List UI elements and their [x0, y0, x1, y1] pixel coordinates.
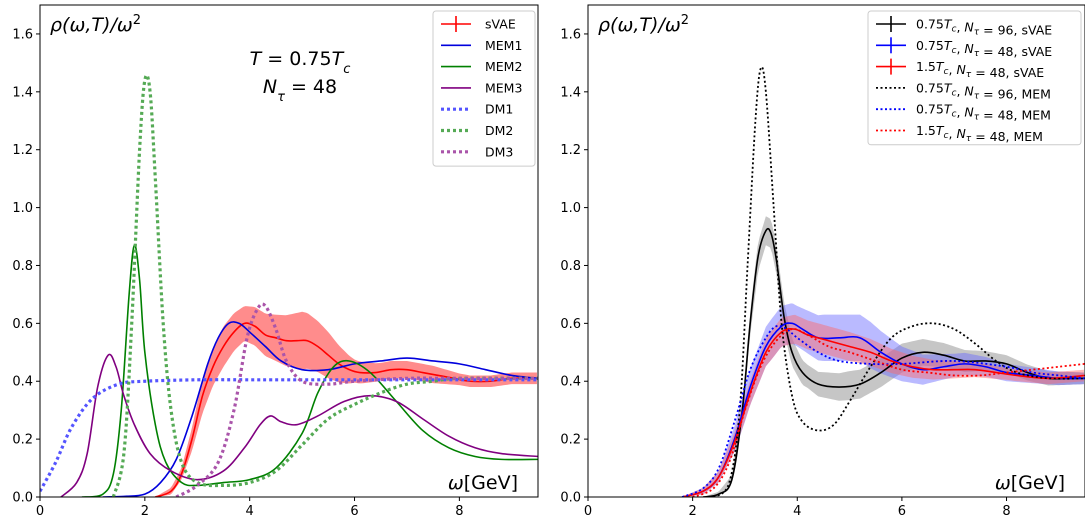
legend-label: 1.5Tc, Nτ = 48, MEM — [916, 123, 1043, 144]
y-tick-label: 0.4 — [560, 375, 581, 390]
series-line-4 — [681, 324, 1085, 497]
series-line-0 — [702, 227, 1085, 497]
plot-area — [681, 66, 1085, 497]
series-line-0 — [155, 322, 538, 497]
axes-frame — [587, 4, 1085, 498]
legend-label: DM1 — [485, 102, 513, 117]
legend-box — [432, 10, 536, 167]
legend-box — [867, 10, 1082, 146]
y-tick-label: 1.0 — [12, 201, 33, 216]
series-line-1 — [681, 322, 1085, 497]
legend-label: sVAE — [485, 17, 516, 32]
legend-label: 1.5Tc, Nτ = 48, sVAE — [916, 59, 1044, 80]
plot-area — [40, 73, 538, 497]
y-tick-label: 0.2 — [12, 433, 33, 448]
legend-label: 0.75Tc, Nτ = 48, sVAE — [916, 38, 1052, 59]
x-tick-label: 0 — [36, 504, 44, 519]
y-tick-label: 0.6 — [560, 317, 581, 332]
y-tick-label: 1.2 — [12, 143, 33, 158]
series-line-5 — [111, 73, 538, 497]
x-tick-label: 2 — [141, 504, 149, 519]
legend-label: MEM1 — [485, 38, 522, 53]
y-tick-label: 1.6 — [560, 27, 581, 42]
axes-frame — [39, 4, 539, 498]
y-tick-label: 1.6 — [12, 27, 33, 42]
legend-label: 0.75Tc, Nτ = 96, sVAE — [916, 17, 1052, 38]
x-tick-label: 4 — [246, 504, 254, 519]
x-tick-label: 0 — [584, 504, 592, 519]
series-line-5 — [692, 328, 1085, 497]
annotation-0: T = 0.75Tc — [250, 48, 351, 77]
y-tick-label: 1.0 — [560, 201, 581, 216]
y-tick-label: 0.4 — [12, 375, 33, 390]
x-tick-label: 2 — [688, 504, 696, 519]
series-line-6 — [175, 302, 538, 497]
y-tick-label: 0.6 — [12, 317, 33, 332]
x-axis-label: ω[GeV] — [995, 472, 1065, 494]
y-axis-label: ρ(ω,T)/ω2 — [598, 13, 689, 37]
series-line-2 — [81, 244, 538, 497]
series-band-0 — [703, 216, 1084, 497]
x-tick-label: 6 — [898, 504, 906, 519]
y-tick-label: 0.8 — [560, 259, 581, 274]
y-tick-label: 0.0 — [560, 491, 581, 506]
legend-label: MEM3 — [485, 80, 522, 95]
x-tick-label: 6 — [350, 504, 358, 519]
legend-label: DM2 — [485, 123, 513, 138]
series-line-1 — [102, 321, 538, 497]
legend-label: DM3 — [485, 144, 513, 159]
left-panel: 0.0 0.2 0.4 0.6 0.8 1.0 1.2 1.4 1.6 0 2 4 6 8 ρ(ω,T)/ω… — [12, 4, 539, 519]
series-line-2 — [681, 328, 1085, 497]
series-band-2 — [682, 314, 1084, 497]
legend-label: MEM2 — [485, 59, 522, 74]
x-tick-label: 8 — [1002, 504, 1010, 519]
series-line-3 — [712, 66, 1085, 497]
x-axis-label: ω[GeV] — [448, 472, 518, 494]
series-band-1 — [682, 303, 1084, 497]
legend-label: 0.75Tc, Nτ = 96, MEM — [916, 80, 1051, 101]
y-tick-label: 0.8 — [12, 259, 33, 274]
annotation-1: Nτ = 48 — [263, 76, 337, 105]
x-tick-label: 8 — [455, 504, 463, 519]
y-tick-label: 1.4 — [12, 85, 33, 100]
legend: sVAE MEM1 MEM2 MEM3 DM1 DM2 DM3 — [432, 10, 536, 167]
y-tick-label: 0.0 — [12, 491, 33, 506]
right-panel: 0.0 0.2 0.4 0.6 0.8 1.0 1.2 1.4 1.6 0 2 4 6 8 ρ(ω,T)/ω… — [560, 4, 1085, 519]
y-tick-label: 1.4 — [560, 85, 581, 100]
y-tick-label: 0.2 — [560, 433, 581, 448]
x-tick-label: 4 — [793, 504, 801, 519]
legend-label: 0.75Tc, Nτ = 48, MEM — [916, 102, 1051, 123]
y-tick-label: 1.2 — [560, 143, 581, 158]
series-line-3 — [60, 353, 538, 497]
y-axis-label: ρ(ω,T)/ω2 — [50, 13, 141, 37]
